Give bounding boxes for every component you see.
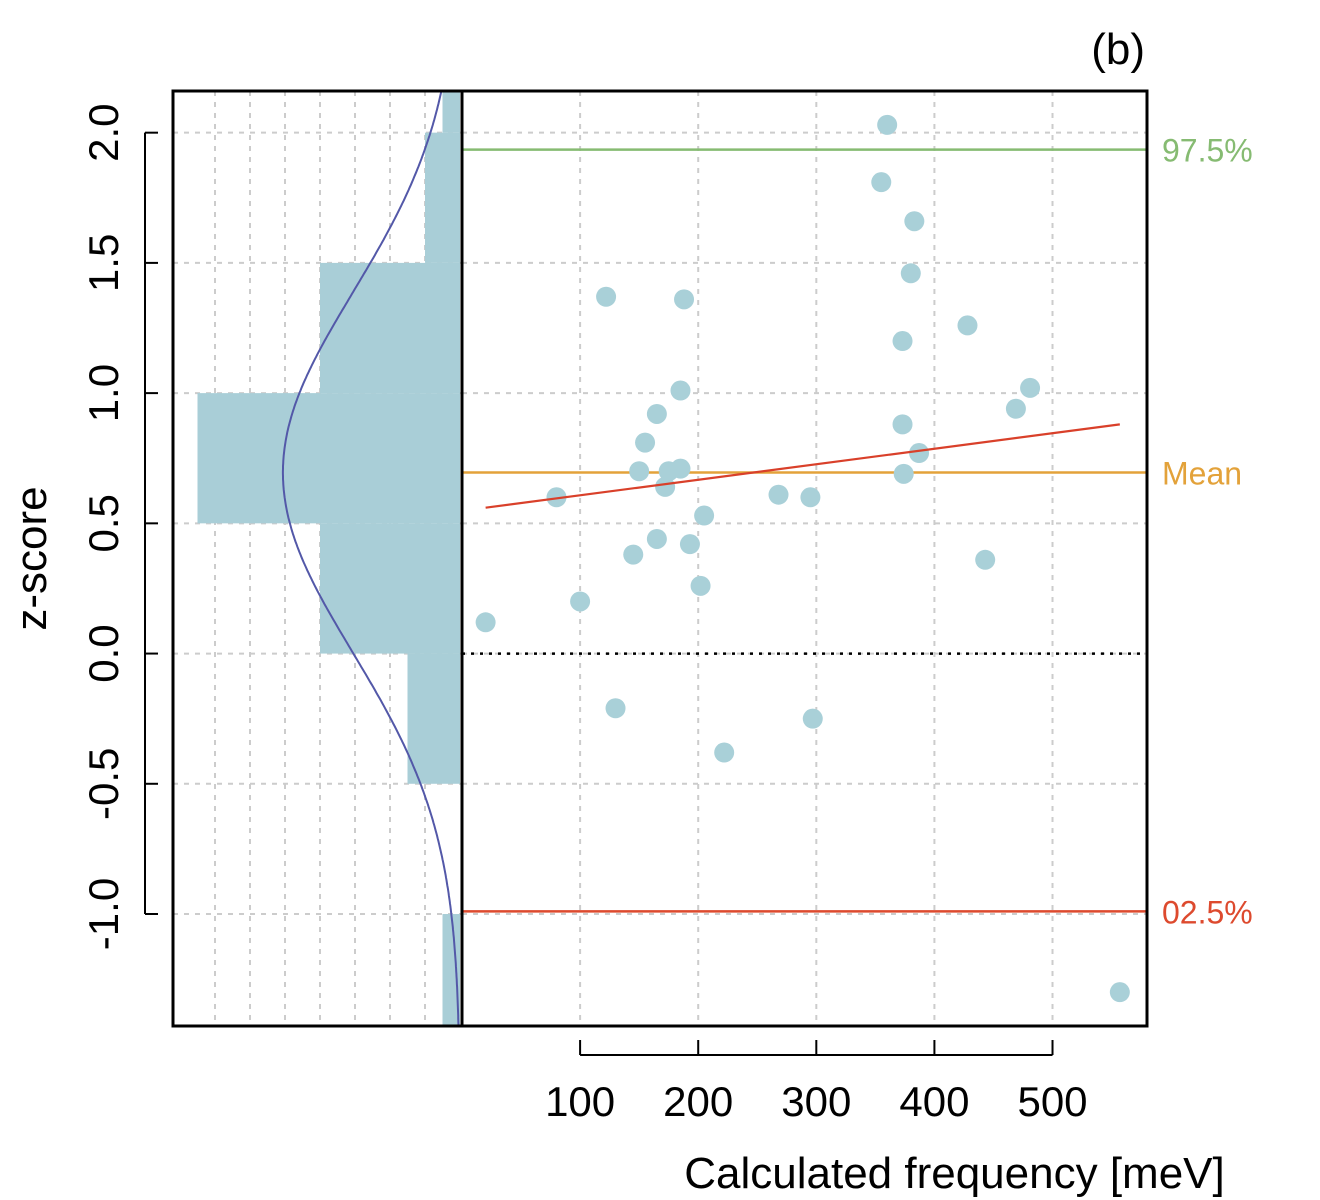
scatter-point bbox=[1109, 982, 1130, 1003]
histogram-bar bbox=[425, 132, 460, 263]
reference-line-label: 97.5% bbox=[1162, 133, 1253, 169]
scatter-point bbox=[1005, 398, 1026, 419]
y-tick-label: 1.5 bbox=[80, 234, 127, 292]
scatter-grid bbox=[462, 91, 1147, 1026]
scatter-point bbox=[694, 505, 715, 526]
density-curve bbox=[281, 90, 460, 1027]
y-tick-label: -1.0 bbox=[80, 878, 127, 950]
scatter-point bbox=[871, 172, 892, 193]
histogram-bar bbox=[442, 91, 460, 133]
scatter-point bbox=[646, 528, 667, 549]
scatter-point bbox=[674, 289, 695, 310]
histogram-bar bbox=[407, 653, 460, 784]
x-tick-label: 400 bbox=[899, 1078, 969, 1125]
y-tick-label: 0.5 bbox=[80, 494, 127, 552]
scatter-point bbox=[714, 742, 735, 763]
scatter-points bbox=[475, 114, 1130, 1003]
scatter-point bbox=[800, 487, 821, 508]
scatter-point bbox=[635, 432, 656, 453]
scatter-point bbox=[475, 612, 496, 633]
scatter-point bbox=[893, 463, 914, 484]
scatter-point bbox=[900, 263, 921, 284]
scatter-point bbox=[892, 331, 913, 352]
reference-line-label: Mean bbox=[1162, 456, 1242, 492]
reference-lines: 97.5% Mean 02.5% bbox=[462, 133, 1253, 930]
y-tick-label: 0.0 bbox=[80, 624, 127, 682]
scatter-point bbox=[690, 575, 711, 596]
scatter-point bbox=[670, 380, 691, 401]
histogram-bar bbox=[442, 914, 460, 1026]
histogram bbox=[197, 91, 460, 1026]
histogram-bar bbox=[197, 393, 460, 524]
scatter-point bbox=[670, 458, 691, 479]
x-tick-label: 500 bbox=[1017, 1078, 1087, 1125]
x-tick-label: 200 bbox=[663, 1078, 733, 1125]
scatter-point bbox=[1020, 377, 1041, 398]
scatter-point bbox=[655, 476, 676, 497]
reference-line-label: 02.5% bbox=[1162, 894, 1253, 930]
scatter-panel-frame bbox=[460, 89, 1149, 1028]
scatter-point bbox=[975, 549, 996, 570]
x-tick-label: 100 bbox=[545, 1078, 615, 1125]
histogram-bar bbox=[320, 262, 460, 394]
y-tick-label: 2.0 bbox=[80, 103, 127, 161]
scatter-point bbox=[605, 698, 626, 719]
scatter-point bbox=[904, 211, 925, 232]
y-axis-label: z-score bbox=[7, 486, 56, 630]
panel-label: (b) bbox=[1091, 25, 1145, 74]
y-tick-label: -0.5 bbox=[80, 748, 127, 820]
y-tick-label: 1.0 bbox=[80, 364, 127, 422]
trend-line bbox=[485, 423, 1120, 509]
scatter-point bbox=[877, 114, 898, 135]
scatter-point bbox=[570, 591, 591, 612]
scatter-point bbox=[768, 484, 789, 505]
scatter-point bbox=[909, 443, 930, 464]
scatter-point bbox=[629, 461, 650, 482]
scatter-point bbox=[596, 286, 617, 307]
scatter-point bbox=[892, 414, 913, 435]
x-tick-label: 300 bbox=[781, 1078, 851, 1125]
scatter-point bbox=[679, 534, 700, 555]
scatter-point bbox=[646, 403, 667, 424]
scatter-point bbox=[623, 544, 644, 565]
scatter-point bbox=[802, 708, 823, 729]
x-axis: 100 200 300 400 500 bbox=[545, 1040, 1088, 1125]
y-axis: -1.0 -0.5 0.0 0.5 1.0 1.5 2.0 bbox=[80, 103, 158, 950]
histogram-bar bbox=[320, 523, 460, 654]
scatter-point bbox=[957, 315, 978, 336]
x-axis-label: Calculated frequency [meV] bbox=[684, 1149, 1225, 1198]
